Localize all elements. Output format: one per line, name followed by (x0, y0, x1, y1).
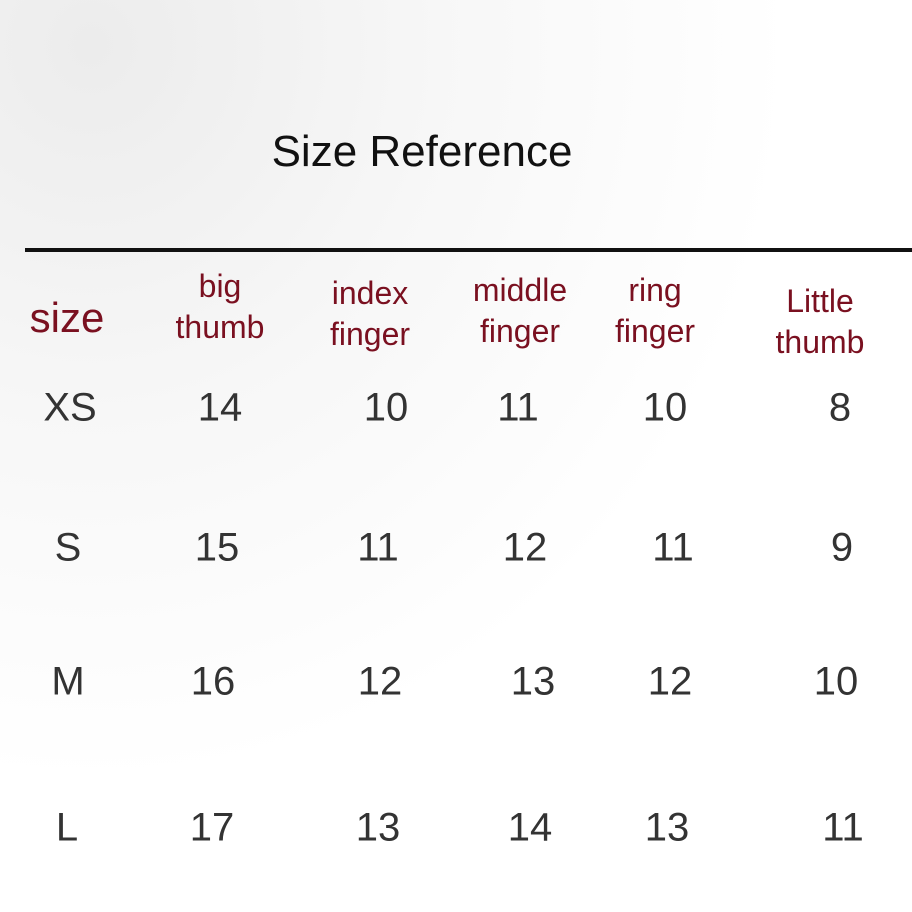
header-ring-finger: ring finger (615, 270, 695, 352)
cell-little-thumb: 10 (813, 659, 859, 704)
header-line: thumb (775, 324, 865, 360)
size-label: M (51, 659, 85, 704)
cell-middle-finger: 13 (510, 659, 556, 704)
cell-little-thumb: 11 (822, 805, 864, 850)
header-middle-finger: middle finger (473, 270, 567, 352)
header-line: big (198, 268, 242, 304)
cell-middle-finger: 14 (507, 805, 553, 850)
header-line: finger (329, 316, 411, 352)
cell-ring-finger: 11 (652, 525, 694, 570)
header-index-finger: index finger (330, 273, 410, 355)
page-title: Size Reference (271, 127, 573, 176)
cell-big-thumb: 14 (197, 385, 243, 430)
header-big-thumb: big thumb (176, 266, 265, 348)
header-line: size (29, 294, 105, 341)
cell-big-thumb: 16 (190, 659, 236, 704)
header-line: index (331, 275, 409, 311)
cell-middle-finger: 11 (497, 385, 539, 430)
cell-index-finger: 12 (357, 659, 403, 704)
cell-big-thumb: 15 (194, 525, 240, 570)
cell-ring-finger: 13 (644, 805, 690, 850)
cell-index-finger: 10 (363, 385, 409, 430)
header-line: Little (786, 283, 854, 319)
divider (25, 248, 912, 252)
header-little-thumb: Little thumb (776, 281, 865, 363)
size-label: XS (43, 385, 97, 430)
header-line: finger (614, 313, 696, 349)
cell-ring-finger: 12 (647, 659, 693, 704)
cell-ring-finger: 10 (642, 385, 688, 430)
cell-little-thumb: 9 (830, 525, 854, 570)
cell-big-thumb: 17 (189, 805, 235, 850)
size-label: S (54, 525, 82, 570)
cell-little-thumb: 8 (828, 385, 852, 430)
header-size: size (30, 294, 105, 342)
size-label: L (55, 805, 79, 850)
header-line: finger (479, 313, 561, 349)
header-line: middle (472, 272, 568, 308)
cell-middle-finger: 12 (502, 525, 548, 570)
cell-index-finger: 11 (357, 525, 399, 570)
header-line: thumb (175, 309, 265, 345)
header-line: ring (628, 272, 682, 308)
cell-index-finger: 13 (355, 805, 401, 850)
